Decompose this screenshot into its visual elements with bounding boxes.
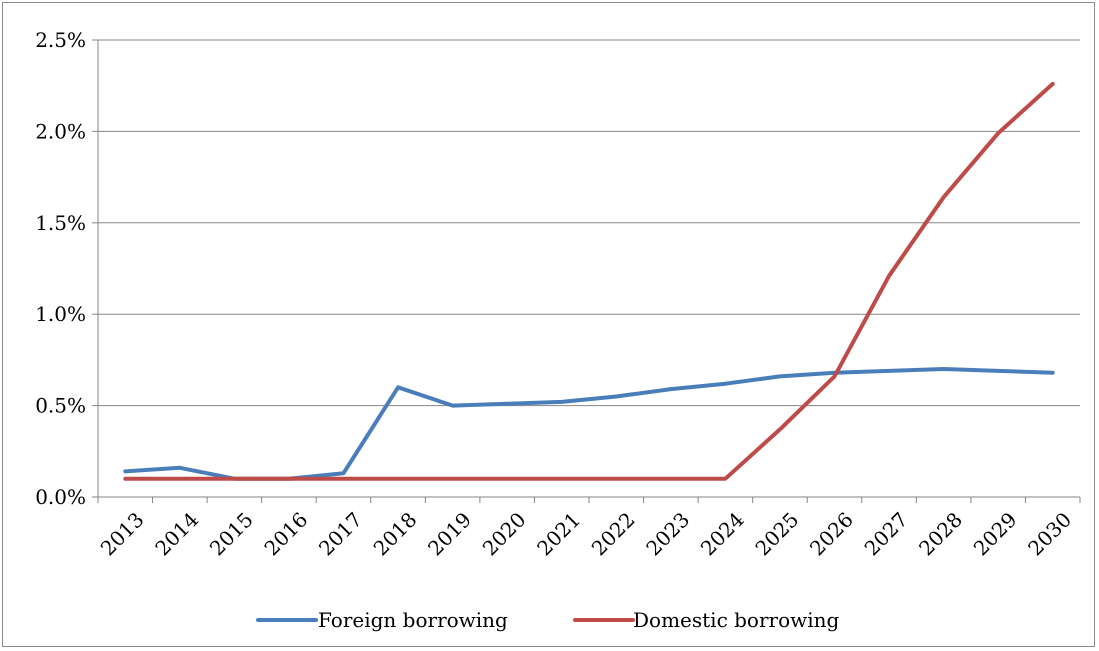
gridlines [98,39,1080,407]
x-tick-label: 2029 [969,507,1022,560]
series-line-domestic-borrowing [123,81,1055,481]
x-tick-label: 2020 [478,507,531,560]
y-tick-labels: 0.0% 0.5% 1.0% 1.5% 2.0% 2.5% [35,28,86,509]
x-tick-labels: 2013 2014 2015 2016 2017 2018 2019 2020 2021 2022… [96,507,1076,560]
x-tick-label: 2021 [532,507,585,560]
x-tick-label: 2018 [369,507,422,560]
axes [92,39,1081,503]
x-tick-label: 2030 [1023,507,1076,560]
y-tick-label: 2.5% [35,28,86,52]
y-tick-label: 0.5% [35,394,86,418]
x-tick-label: 2014 [150,507,203,560]
x-tick-label: 2026 [805,507,858,560]
x-tick-label: 2019 [423,507,476,560]
x-tick-label: 2017 [314,507,367,560]
y-tick-label: 1.5% [35,211,86,235]
x-tick-label: 2015 [205,507,258,560]
legend-label-foreign-borrowing: Foreign borrowing [318,608,508,632]
x-tick-label: 2023 [641,507,694,560]
y-tick-label: 0.0% [35,485,86,509]
y-tick-label: 1.0% [35,302,86,326]
x-tick-label: 2022 [587,507,640,560]
x-tick-label: 2027 [860,507,913,560]
legend: Foreign borrowing Domestic borrowing [256,608,840,632]
x-tick-label: 2024 [696,507,749,560]
legend-label-domestic-borrowing: Domestic borrowing [633,608,840,632]
x-tick-label: 2025 [750,507,803,560]
y-tick-label: 2.0% [35,119,86,143]
series-line-foreign-borrowing [123,367,1055,481]
series-lines [123,81,1055,481]
x-tick-label: 2028 [914,507,967,560]
x-tick-label: 2013 [96,507,149,560]
x-tick-label: 2016 [259,507,312,560]
